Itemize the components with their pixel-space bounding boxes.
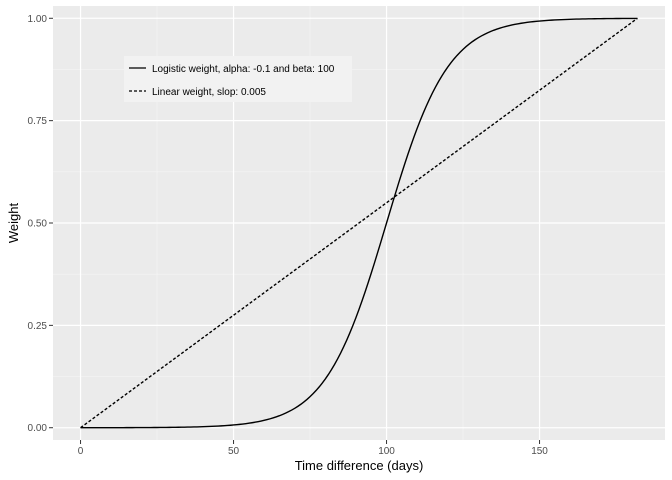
x-axis-title: Time difference (days) (295, 458, 424, 473)
y-axis-title: Weight (6, 203, 21, 244)
x-tick-label: 50 (228, 446, 240, 457)
series-linear-line (80, 17, 638, 429)
x-axis: 0 50 100 150 (78, 440, 548, 457)
legend-label-linear: Linear weight, slop: 0.005 (152, 87, 266, 98)
legend: Logistic weight, alpha: -0.1 and beta: 1… (124, 56, 352, 102)
y-tick-label: 0.50 (28, 219, 48, 230)
x-tick-label: 100 (378, 446, 395, 457)
legend-label-logistic: Logistic weight, alpha: -0.1 and beta: 1… (152, 64, 335, 75)
y-tick-label: 0.75 (28, 116, 48, 127)
series-logistic-line (80, 17, 638, 429)
legend-background (124, 56, 352, 102)
y-axis: 0.00 0.25 0.50 0.75 1.00 (28, 14, 53, 434)
y-tick-label: 1.00 (28, 14, 48, 25)
series-layer (80, 17, 638, 429)
x-tick-label: 0 (78, 446, 84, 457)
y-tick-label: 0.25 (28, 321, 48, 332)
y-tick-label: 0.00 (28, 423, 48, 434)
x-tick-label: 150 (531, 446, 548, 457)
